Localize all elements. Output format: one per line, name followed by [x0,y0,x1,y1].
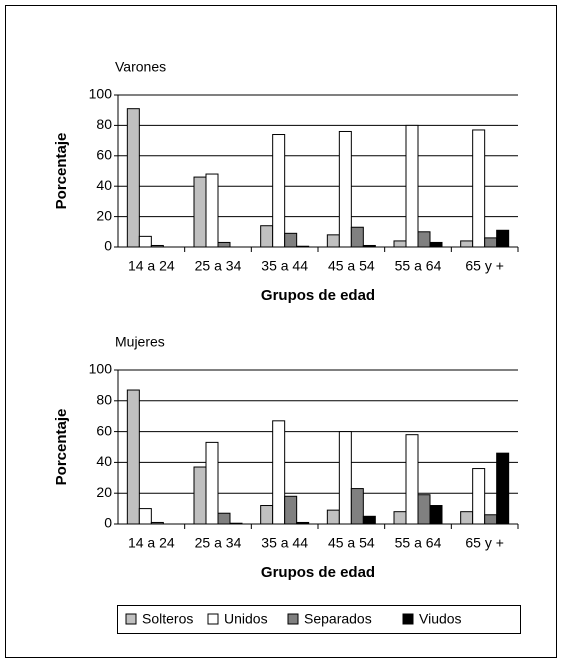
legend-label: Solteros [142,611,193,627]
bar [217,512,231,525]
bar [284,232,298,248]
y-tick-label: 20 [96,484,112,500]
x-tick-label: 14 a 24 [128,535,175,551]
y-tick-label: 80 [96,116,112,132]
bar [472,468,486,525]
y-tick-label: 20 [96,207,112,223]
x-tick-label: 35 a 44 [261,258,308,274]
bar [393,240,407,248]
x-tick-label: 45 a 54 [328,535,375,551]
bar [260,225,274,248]
legend-label: Unidos [224,611,268,627]
bar [429,505,443,525]
y-tick-label: 100 [89,361,113,377]
chart-title: Varones [115,59,166,75]
bar [417,494,431,525]
bar [405,434,419,525]
bar [193,466,207,525]
bar [484,514,498,525]
bar [260,505,274,525]
bar [350,226,364,248]
y-tick-label: 0 [104,238,112,254]
x-tick-label: 65 y + [465,535,504,551]
bar [405,124,419,248]
bar [126,389,140,525]
x-tick-label: 55 a 64 [395,535,442,551]
y-axis-title: Porcentaje [53,133,70,210]
x-tick-label: 35 a 44 [261,535,308,551]
y-tick-label: 0 [104,515,112,531]
bar [496,229,510,248]
bar [138,235,152,248]
chart-title: Mujeres [115,334,165,350]
bar [417,231,431,248]
legend-swatch [125,613,137,625]
bar [362,515,376,525]
bar [460,511,474,525]
x-tick-label: 55 a 64 [395,258,442,274]
y-tick-label: 60 [96,147,112,163]
bar [205,441,219,525]
y-tick-label: 80 [96,392,112,408]
x-tick-label: 65 y + [465,258,504,274]
bar [193,176,207,248]
bar [326,234,340,248]
legend-swatch [402,613,414,625]
x-tick-label: 14 a 24 [128,258,175,274]
bar [138,508,152,525]
x-axis-title: Grupos de edad [261,287,375,304]
x-tick-label: 25 a 34 [195,535,242,551]
y-tick-label: 40 [96,177,112,193]
bar [338,431,352,525]
frame [5,5,557,658]
legend-label: Viudos [419,611,462,627]
bar [429,241,443,248]
y-tick-label: 100 [89,86,113,102]
bar [496,452,510,525]
legend-box [117,605,521,634]
bar [393,511,407,525]
bar [326,509,340,525]
bar [284,495,298,525]
y-tick-label: 60 [96,422,112,438]
legend-swatch [207,613,219,625]
bar [272,134,286,248]
legend-swatch [287,613,299,625]
x-tick-label: 45 a 54 [328,258,375,274]
bar [272,420,286,525]
x-tick-label: 25 a 34 [195,258,242,274]
bar [126,108,140,248]
bar [350,488,364,525]
bar [205,173,219,248]
y-axis-title: Porcentaje [53,409,70,486]
bar [472,129,486,248]
bar [460,240,474,248]
bar [484,237,498,248]
y-tick-label: 40 [96,453,112,469]
x-axis-title: Grupos de edad [261,564,375,581]
bar [217,241,231,248]
bar [338,130,352,248]
legend-label: Separados [304,611,372,627]
